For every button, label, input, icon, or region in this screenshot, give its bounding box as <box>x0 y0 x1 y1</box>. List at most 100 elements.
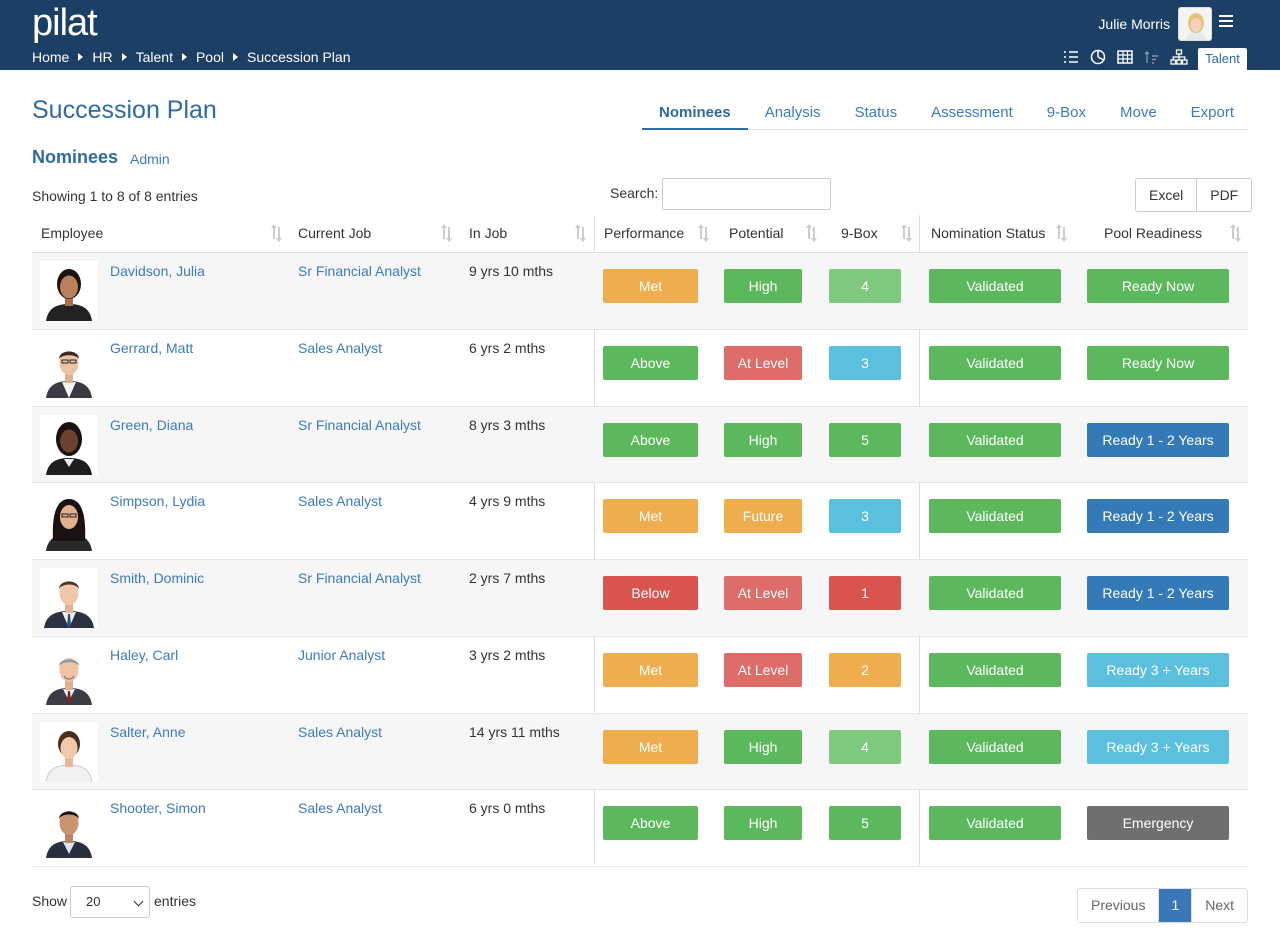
performance-badge[interactable]: Above <box>603 345 698 380</box>
column-header-current-job[interactable]: Current Job <box>289 215 459 253</box>
nine-box-badge[interactable]: 4 <box>829 729 901 764</box>
checklist-icon[interactable] <box>1062 49 1080 65</box>
user-name[interactable]: Julie Morris <box>1098 16 1170 32</box>
nine-box-badge[interactable]: 2 <box>829 652 901 687</box>
breadcrumb-succession-plan[interactable]: Succession Plan <box>246 49 351 65</box>
tab-9-box[interactable]: 9-Box <box>1046 104 1086 121</box>
tab-assessment[interactable]: Assessment <box>931 104 1013 121</box>
pool-readiness-badge[interactable]: Emergency <box>1087 806 1229 841</box>
column-header-potential[interactable]: Potential <box>720 215 824 253</box>
employee-name-link[interactable]: Green, Diana <box>110 416 194 433</box>
pool-readiness-badge[interactable]: Ready Now <box>1087 269 1229 303</box>
previous-page-button[interactable]: Previous <box>1078 889 1159 922</box>
breadcrumb-home[interactable]: Home <box>32 49 70 65</box>
potential-badge[interactable]: At Level <box>724 652 802 687</box>
breadcrumb-pool[interactable]: Pool <box>195 49 224 65</box>
employee-name-link[interactable]: Haley, Carl <box>110 646 179 663</box>
employee-name-link[interactable]: Gerrard, Matt <box>110 339 194 356</box>
page-1-button[interactable]: 1 <box>1158 889 1192 922</box>
nine-box-badge[interactable]: 1 <box>829 576 901 610</box>
performance-badge[interactable]: Below <box>603 576 698 610</box>
nomination-status-badge[interactable]: Validated <box>929 345 1061 380</box>
tab-export[interactable]: Export <box>1190 104 1235 121</box>
sort-amount-icon[interactable] <box>1143 49 1161 65</box>
nomination-status-badge[interactable]: Validated <box>929 576 1061 610</box>
nine-box-badge[interactable]: 4 <box>829 269 901 303</box>
pilat-logo[interactable]: pilat <box>32 2 98 44</box>
next-page-button[interactable]: Next <box>1191 889 1248 922</box>
performance-badge[interactable]: Above <box>603 422 698 457</box>
tab-status[interactable]: Status <box>854 104 898 121</box>
current-job-link[interactable]: Sales Analyst <box>298 339 383 356</box>
column-header-nomination-status[interactable]: Nomination Status <box>922 215 1074 253</box>
potential-badge[interactable]: High <box>724 806 802 841</box>
nomination-status-badge[interactable]: Validated <box>929 499 1061 534</box>
employee-name-link[interactable]: Smith, Dominic <box>110 570 205 586</box>
performance-badge[interactable]: Met <box>603 269 698 303</box>
performance-badge[interactable]: Met <box>603 729 698 764</box>
current-job-link[interactable]: Sales Analyst <box>298 493 383 510</box>
employee-name-link[interactable]: Shooter, Simon <box>110 800 206 817</box>
pool-readiness-badge[interactable]: Ready 3 + Years <box>1087 652 1229 687</box>
pool-readiness-badge[interactable]: Ready 1 - 2 Years <box>1087 422 1229 457</box>
sort-icon[interactable] <box>271 224 283 242</box>
pool-readiness-badge[interactable]: Ready 3 + Years <box>1087 729 1229 764</box>
user-avatar[interactable] <box>1178 7 1212 41</box>
nine-box-badge[interactable]: 5 <box>829 422 901 457</box>
column-header-9-box[interactable]: 9-Box <box>832 215 919 253</box>
sort-icon[interactable] <box>1056 224 1068 242</box>
column-header-in-job[interactable]: In Job <box>460 215 593 253</box>
table-grid-icon[interactable] <box>1116 49 1134 65</box>
employee-name-link[interactable]: Davidson, Julia <box>110 263 205 279</box>
potential-badge[interactable]: At Level <box>724 345 802 380</box>
nomination-status-badge[interactable]: Validated <box>929 269 1061 303</box>
performance-badge[interactable]: Above <box>603 806 698 841</box>
current-job-link[interactable]: Junior Analyst <box>298 646 386 663</box>
column-header-performance[interactable]: Performance <box>595 215 716 253</box>
sort-icon[interactable] <box>441 224 453 242</box>
current-job-link[interactable]: Sales Analyst <box>298 800 383 817</box>
tab-move[interactable]: Move <box>1119 104 1157 121</box>
potential-badge[interactable]: High <box>724 729 802 764</box>
column-header-pool-readiness[interactable]: Pool Readiness <box>1095 215 1248 253</box>
performance-badge[interactable]: Met <box>603 499 698 534</box>
pool-readiness-badge[interactable]: Ready 1 - 2 Years <box>1087 499 1229 534</box>
current-job-link[interactable]: Sr Financial Analyst <box>298 263 421 279</box>
pool-readiness-badge[interactable]: Ready Now <box>1087 345 1229 380</box>
nomination-status-badge[interactable]: Validated <box>929 806 1061 841</box>
current-job-link[interactable]: Sales Analyst <box>298 723 383 740</box>
sort-icon[interactable] <box>575 224 587 242</box>
sort-icon[interactable] <box>806 224 818 242</box>
nomination-status-badge[interactable]: Validated <box>929 422 1061 457</box>
performance-badge[interactable]: Met <box>603 652 698 687</box>
nine-box-badge[interactable]: 5 <box>829 806 901 841</box>
search-input[interactable] <box>662 178 831 210</box>
pie-chart-icon[interactable] <box>1089 49 1107 65</box>
potential-badge[interactable]: High <box>724 422 802 457</box>
excel-export-button[interactable]: Excel <box>1136 179 1197 211</box>
nine-box-badge[interactable]: 3 <box>829 345 901 380</box>
column-header-employee[interactable]: Employee <box>32 215 289 253</box>
sort-icon[interactable] <box>901 224 913 242</box>
nomination-status-badge[interactable]: Validated <box>929 652 1061 687</box>
potential-badge[interactable]: Future <box>724 499 802 534</box>
pool-readiness-badge[interactable]: Ready 1 - 2 Years <box>1087 576 1229 610</box>
potential-badge[interactable]: High <box>724 269 802 303</box>
talent-tab[interactable]: Talent <box>1198 48 1247 70</box>
admin-link[interactable]: Admin <box>130 151 170 167</box>
tab-analysis[interactable]: Analysis <box>764 104 821 121</box>
pdf-export-button[interactable]: PDF <box>1196 179 1252 211</box>
page-size-select[interactable]: 20 <box>70 886 150 918</box>
hamburger-menu-icon[interactable] <box>1219 15 1233 27</box>
employee-name-link[interactable]: Simpson, Lydia <box>110 493 206 510</box>
breadcrumb-talent[interactable]: Talent <box>135 49 173 65</box>
sort-icon[interactable] <box>698 224 710 242</box>
org-chart-icon[interactable] <box>1170 49 1188 65</box>
nine-box-badge[interactable]: 3 <box>829 499 901 534</box>
nomination-status-badge[interactable]: Validated <box>929 729 1061 764</box>
potential-badge[interactable]: At Level <box>724 576 802 610</box>
employee-name-link[interactable]: Salter, Anne <box>110 723 186 740</box>
current-job-link[interactable]: Sr Financial Analyst <box>298 570 421 586</box>
current-job-link[interactable]: Sr Financial Analyst <box>298 416 421 433</box>
tab-nominees[interactable]: Nominees <box>642 96 748 130</box>
